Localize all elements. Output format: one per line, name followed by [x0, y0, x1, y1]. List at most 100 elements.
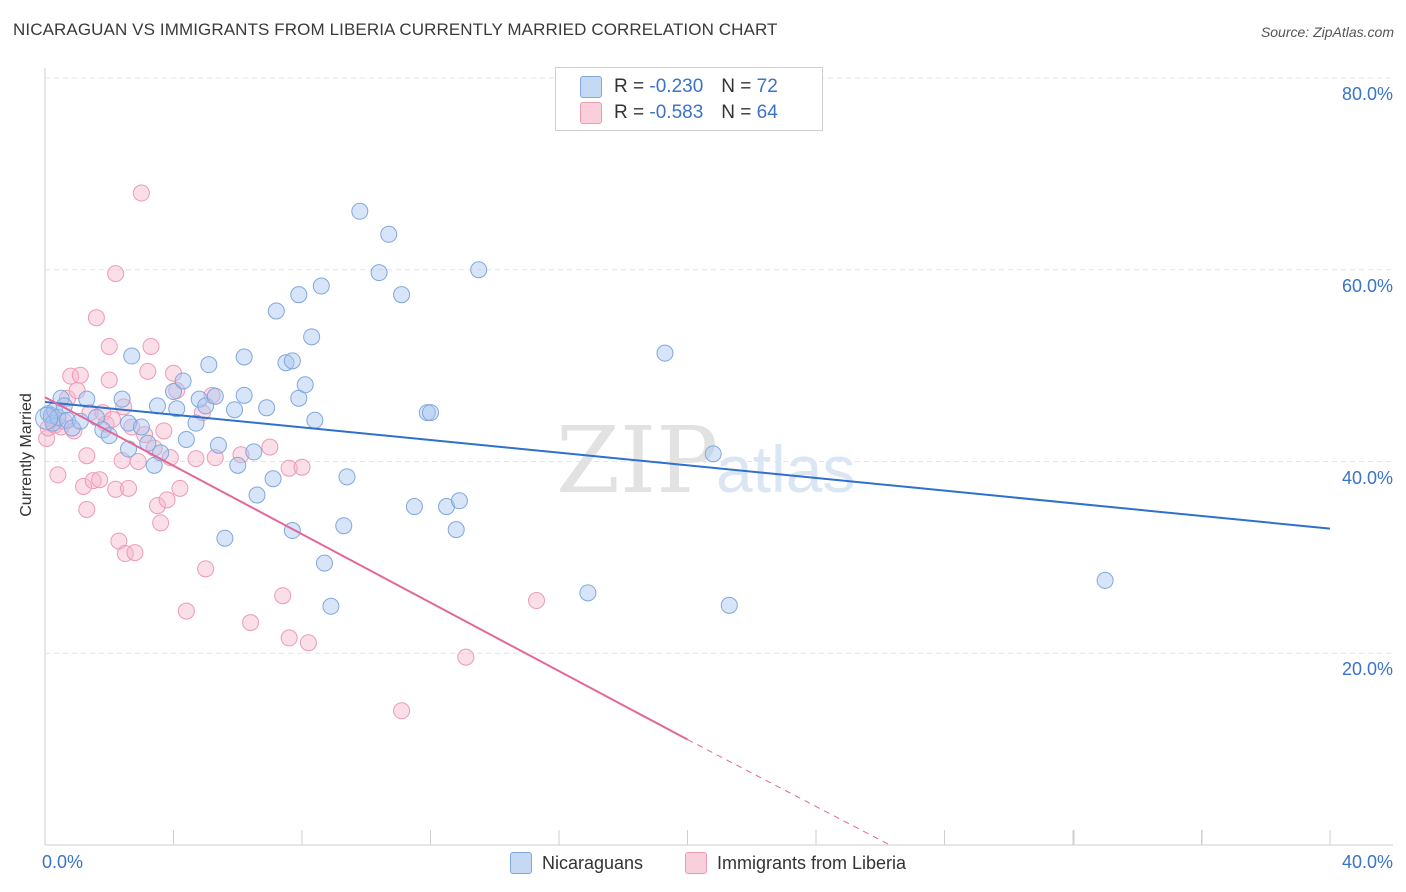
liberia-point — [261, 438, 279, 456]
liberia-point — [100, 337, 118, 355]
liberia-point — [87, 309, 105, 327]
nicaraguan-point — [148, 397, 166, 415]
legend-n-label: N = — [721, 76, 752, 97]
nicaraguan-point — [209, 436, 227, 454]
source-label: Source: ZipAtlas.com — [1260, 24, 1394, 40]
liberia-point — [38, 429, 56, 447]
liberia-point — [107, 265, 125, 283]
liberia-point — [78, 500, 96, 518]
liberia-point — [75, 477, 93, 495]
liberia-point — [206, 449, 224, 467]
series-nicaraguans-points — [35, 202, 1114, 615]
legend-n-label: N = — [721, 102, 752, 123]
liberia-point — [155, 422, 173, 440]
liberia-point — [242, 614, 260, 632]
liberia-point — [152, 514, 170, 532]
trend-line-liberia — [44, 396, 688, 741]
liberia-point — [177, 602, 195, 620]
legend-item-liberia: Immigrants from Liberia — [685, 852, 906, 874]
y-tick-label: 40.0% — [1341, 467, 1393, 488]
nicaraguan-point — [132, 418, 150, 436]
nicaraguan-point — [226, 401, 244, 419]
liberia-point — [120, 479, 138, 497]
nicaraguan-point — [248, 486, 266, 504]
legend-item-nicaraguans: Nicaraguans — [510, 852, 643, 874]
nicaraguan-point — [229, 456, 247, 474]
liberia-point — [299, 634, 317, 652]
legend-swatch-pink — [580, 102, 602, 124]
nicaraguan-point — [120, 440, 138, 458]
nicaraguan-point — [177, 430, 195, 448]
legend-swatch-pink — [685, 852, 707, 874]
liberia-point — [84, 472, 102, 490]
nicaraguan-point — [393, 286, 411, 304]
nicaraguan-point — [656, 344, 674, 362]
nicaraguan-point — [1096, 571, 1114, 589]
liberia-point — [129, 453, 147, 470]
nicaraguan-point — [450, 492, 468, 510]
legend-swatch-blue — [510, 852, 532, 874]
liberia-point — [197, 560, 215, 578]
legend-r-label: R = — [614, 76, 645, 97]
nicaraguan-point — [264, 470, 282, 488]
liberia-point — [293, 458, 311, 476]
nicaraguan-point — [579, 584, 597, 602]
x-tick-label-max: 40.0% — [1341, 852, 1393, 872]
nicaraguan-point — [405, 498, 423, 516]
liberia-point — [91, 471, 109, 489]
liberia-point — [49, 466, 67, 484]
trend-lines — [44, 396, 1331, 846]
trend-line-nicaraguans — [44, 401, 1331, 530]
watermark: ZIP atlas — [556, 407, 855, 514]
y-tick-label: 20.0% — [1341, 659, 1393, 680]
liberia-point — [158, 491, 176, 509]
liberia-point — [148, 497, 166, 515]
nicaraguan-point — [120, 414, 138, 432]
liberia-point — [139, 362, 157, 380]
nicaraguan-point — [351, 202, 369, 220]
liberia-point — [528, 592, 546, 610]
liberia-point — [393, 702, 411, 720]
nicaraguan-point — [100, 427, 118, 445]
nicaraguan-point — [380, 225, 398, 243]
legend-row-liberia: R = -0.583 N = 64 — [580, 100, 778, 126]
nicaraguan-point — [322, 597, 340, 615]
liberia-point — [126, 544, 144, 562]
nicaraguan-point — [206, 387, 224, 405]
watermark-atlas: atlas — [716, 432, 855, 506]
nicaraguan-point — [235, 348, 253, 366]
legend-r-value: -0.230 — [649, 76, 704, 97]
legend-r-value: -0.583 — [649, 102, 704, 123]
liberia-point — [107, 480, 125, 498]
legend-n-value: 72 — [756, 76, 778, 97]
liberia-point — [132, 184, 150, 202]
nicaraguan-point — [78, 390, 96, 408]
legend-swatch-blue — [580, 76, 602, 98]
x-tick-label-min: 0.0% — [42, 852, 84, 872]
nicaraguan-point — [370, 264, 388, 282]
y-tick-label: 60.0% — [1341, 275, 1393, 296]
liberia-point — [100, 371, 118, 389]
legend-label-liberia: Immigrants from Liberia — [717, 852, 907, 873]
liberia-point — [142, 337, 160, 355]
y-tick-label: 80.0% — [1341, 84, 1393, 104]
nicaraguan-point — [200, 356, 218, 374]
liberia-point — [171, 479, 189, 497]
correlation-legend: R = -0.230 N = 72 R = -0.583 N = 64 — [555, 67, 823, 131]
nicaraguan-point — [113, 390, 131, 408]
nicaraguan-point — [267, 302, 285, 320]
axes — [44, 68, 1393, 846]
liberia-point — [274, 587, 292, 605]
liberia-point — [232, 446, 250, 464]
nicaraguan-point — [174, 372, 192, 390]
legend-row-nicaraguans: R = -0.230 N = 72 — [580, 74, 778, 100]
nicaraguan-point — [422, 404, 439, 422]
legend-label-nicaraguans: Nicaraguans — [542, 852, 644, 873]
nicaraguan-point — [335, 517, 353, 535]
nicaraguan-point — [35, 406, 59, 430]
nicaraguan-point — [470, 261, 488, 279]
nicaraguan-point — [704, 445, 722, 463]
nicaraguan-point — [277, 354, 295, 372]
liberia-point — [65, 422, 83, 440]
